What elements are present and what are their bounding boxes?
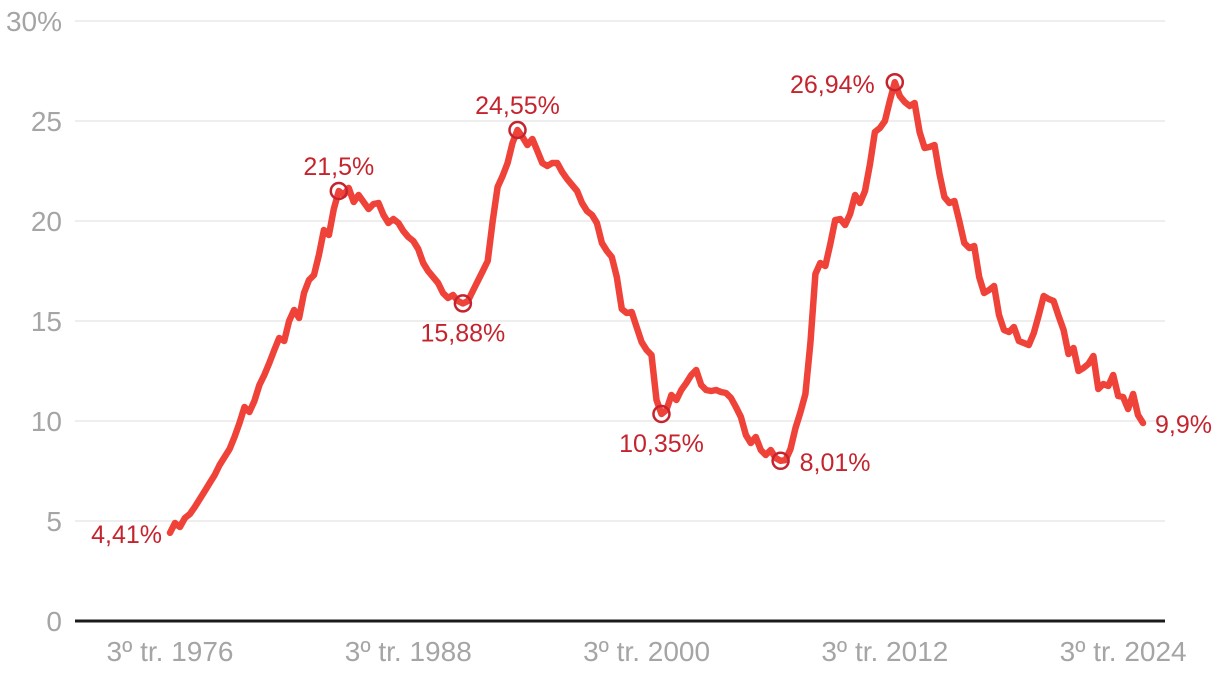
data-point-label: 10,35% <box>619 430 704 458</box>
data-point-label: 9,9% <box>1155 411 1212 439</box>
y-axis-tick-label: 25 <box>31 106 62 137</box>
y-axis-tick-label: 30% <box>6 6 62 37</box>
highlight-marker <box>453 294 473 313</box>
y-axis-tick-label: 0 <box>46 606 62 637</box>
data-point-label: 24,55% <box>475 92 560 120</box>
x-axis-tick-label: 3º tr. 2024 <box>1060 636 1187 667</box>
data-point-label: 4,41% <box>91 521 162 549</box>
unemployment-line <box>166 78 1147 537</box>
x-axis-tick-label: 3º tr. 1976 <box>107 636 234 667</box>
highlight-marker <box>508 120 527 140</box>
x-axis-tick-label: 3º tr. 2012 <box>821 636 948 667</box>
x-axis-tick-label: 3º tr. 2000 <box>583 636 710 667</box>
y-axis-tick-label: 5 <box>46 506 62 537</box>
highlight-marker <box>885 72 905 92</box>
y-axis-tick-label: 15 <box>31 306 62 337</box>
highlight-marker <box>652 404 671 424</box>
highlight-marker <box>329 181 349 201</box>
data-point-label: 21,5% <box>303 153 374 181</box>
highlight-marker <box>771 451 790 471</box>
y-axis-tick-label: 10 <box>31 406 62 437</box>
data-point-label: 15,88% <box>420 319 505 347</box>
data-point-label: 8,01% <box>800 449 871 477</box>
x-axis-tick-label: 3º tr. 1988 <box>345 636 472 667</box>
data-point-label: 26,94% <box>790 71 875 99</box>
y-axis-tick-label: 20 <box>31 206 62 237</box>
